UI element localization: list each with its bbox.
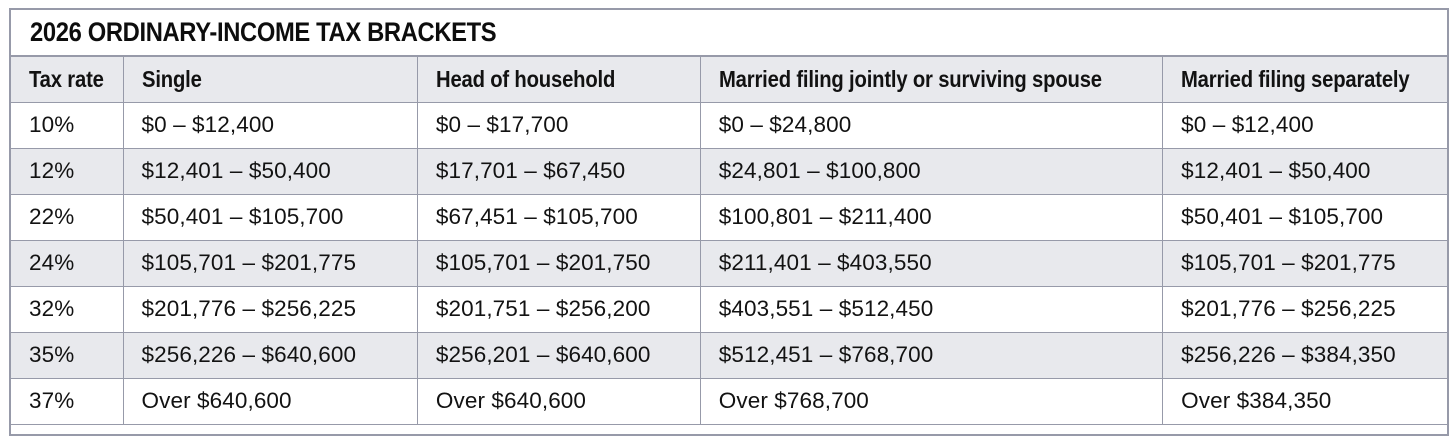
- table-row: 12% $12,401 – $50,400 $17,701 – $67,450 $24…: [11, 147, 1447, 195]
- bracket-range-cell: $105,701 – $201,775: [122, 239, 418, 287]
- column-header-label: Head of household: [435, 65, 616, 92]
- bracket-range-cell: $24,801 – $100,800: [699, 147, 1164, 195]
- bracket-range-cell: $12,401 – $50,400: [1162, 147, 1447, 195]
- table-row: 37% Over $640,600 Over $640,600 Over $768,7…: [11, 377, 1447, 425]
- table-row: 24% $105,701 – $201,775 $105,701 – $201,75…: [11, 239, 1447, 287]
- tax-rate-cell: 10%: [11, 101, 124, 149]
- column-header-married-filing-separately: Married filing separately: [1162, 57, 1447, 103]
- bracket-range-cell: $12,401 – $50,400: [122, 147, 418, 195]
- tax-brackets-panel: 2026 ORDINARY-INCOME TAX BRACKETS Tax ra…: [9, 8, 1449, 436]
- title-bar: 2026 ORDINARY-INCOME TAX BRACKETS: [11, 10, 1447, 57]
- column-header-label: Single: [141, 65, 202, 92]
- table-row: 35% $256,226 – $640,600 $256,201 – $640,60…: [11, 331, 1447, 379]
- bracket-range-cell: $0 – $17,700: [416, 101, 701, 149]
- column-header-married-filing-jointly-or-surviving-spouse: Married filing jointly or surviving spou…: [699, 57, 1164, 103]
- tax-rate-cell: 32%: [11, 285, 124, 333]
- bracket-range-cell: Over $640,600: [416, 377, 701, 425]
- bracket-range-cell: $17,701 – $67,450: [416, 147, 701, 195]
- bracket-range-cell: $67,451 – $105,700: [416, 193, 701, 241]
- bracket-range-cell: $50,401 – $105,700: [1162, 193, 1447, 241]
- table-title: 2026 ORDINARY-INCOME TAX BRACKETS: [30, 17, 497, 47]
- bracket-range-cell: $105,701 – $201,750: [416, 239, 701, 287]
- bracket-range-cell: $201,776 – $256,225: [122, 285, 418, 333]
- header-row: Tax rate Single Head of household Married f…: [11, 57, 1447, 103]
- table-row: 22% $50,401 – $105,700 $67,451 – $105,700 $…: [11, 193, 1447, 241]
- bracket-range-cell: $256,226 – $640,600: [122, 331, 418, 379]
- column-header-label: Married filing separately: [1181, 65, 1410, 92]
- column-header-tax-rate: Tax rate: [11, 57, 124, 103]
- bracket-range-cell: Over $384,350: [1162, 377, 1447, 425]
- bracket-range-cell: $0 – $12,400: [122, 101, 418, 149]
- tax-rate-cell: 35%: [11, 331, 124, 379]
- tax-rate-cell: 12%: [11, 147, 124, 195]
- tax-rate-cell: 24%: [11, 239, 124, 287]
- bracket-range-cell: $0 – $12,400: [1162, 101, 1447, 149]
- table-body: 10% $0 – $12,400 $0 – $17,700 $0 – $24,800 $…: [11, 101, 1447, 425]
- bracket-range-cell: $403,551 – $512,450: [699, 285, 1164, 333]
- table-row: 10% $0 – $12,400 $0 – $17,700 $0 – $24,800 $…: [11, 101, 1447, 149]
- bracket-range-cell: $100,801 – $211,400: [699, 193, 1164, 241]
- bracket-range-cell: $256,226 – $384,350: [1162, 331, 1447, 379]
- column-header-label: Tax rate: [29, 65, 104, 92]
- bracket-range-cell: $201,776 – $256,225: [1162, 285, 1447, 333]
- tax-rate-cell: 37%: [11, 377, 124, 425]
- column-header-label: Married filing jointly or surviving spou…: [718, 65, 1102, 92]
- bracket-range-cell: $512,451 – $768,700: [699, 331, 1164, 379]
- table-row: 32% $201,776 – $256,225 $201,751 – $256,20…: [11, 285, 1447, 333]
- tax-brackets-table: Tax rate Single Head of household Married f…: [11, 57, 1447, 425]
- bracket-range-cell: Over $640,600: [122, 377, 418, 425]
- bracket-range-cell: $211,401 – $403,550: [699, 239, 1164, 287]
- bracket-range-cell: $105,701 – $201,775: [1162, 239, 1447, 287]
- column-header-single: Single: [122, 57, 418, 103]
- bracket-range-cell: $201,751 – $256,200: [416, 285, 701, 333]
- column-header-head-of-household: Head of household: [416, 57, 701, 103]
- bracket-range-cell: Over $768,700: [699, 377, 1164, 425]
- tax-rate-cell: 22%: [11, 193, 124, 241]
- bracket-range-cell: $256,201 – $640,600: [416, 331, 701, 379]
- bracket-range-cell: $0 – $24,800: [699, 101, 1164, 149]
- bracket-range-cell: $50,401 – $105,700: [122, 193, 418, 241]
